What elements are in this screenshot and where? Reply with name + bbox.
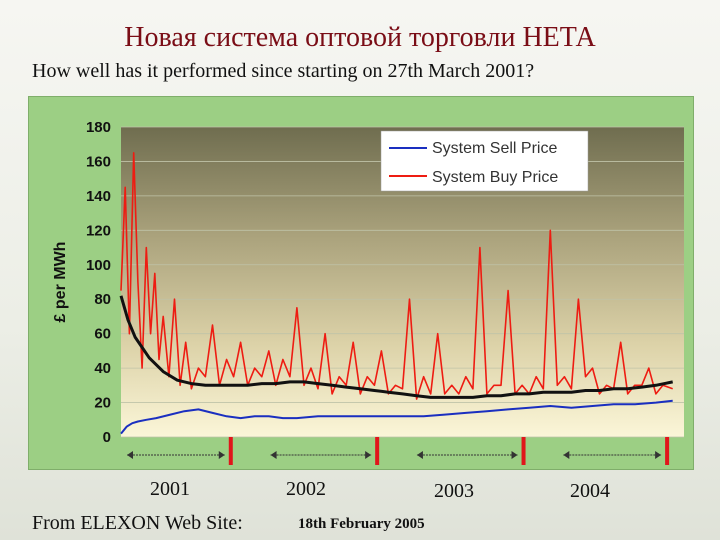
year-markers [127, 437, 670, 465]
slide-title: Новая система оптовой торговли НЕТА [124, 22, 596, 53]
arrowhead [563, 451, 570, 459]
arrowhead [270, 451, 277, 459]
arrowhead [365, 451, 372, 459]
y-tick-label: 0 [103, 429, 111, 446]
y-tick-label: 20 [94, 395, 111, 412]
arrowhead [218, 451, 225, 459]
legend-label-sell: System Sell Price [432, 140, 557, 157]
footer-date: 18th February 2005 [298, 516, 425, 532]
footer-source: From ELEXON Web Site: [32, 512, 243, 534]
series-line-system-buy-price [120, 152, 673, 400]
year-label-2001: 2001 [150, 478, 190, 500]
arrowhead [655, 451, 662, 459]
year-boundary-marker [375, 437, 380, 465]
y-tick-label: 60 [94, 326, 111, 343]
y-tick-label: 120 [86, 222, 111, 239]
y-tick-label: 100 [86, 257, 111, 274]
year-label-2003: 2003 [434, 480, 474, 502]
slide-subtitle: How well has it performed since starting… [32, 60, 535, 82]
arrowhead [511, 451, 518, 459]
y-tick-label: 40 [94, 360, 111, 377]
y-tick-label: 140 [86, 188, 111, 205]
year-boundary-marker [521, 437, 526, 465]
legend-label-buy: System Buy Price [432, 169, 558, 186]
y-tick-label: 80 [94, 291, 111, 308]
arrowhead [416, 451, 423, 459]
year-boundary-marker [228, 437, 233, 465]
legend: System Sell Price System Buy Price [380, 130, 589, 192]
year-label-2002: 2002 [286, 478, 326, 500]
arrowhead [127, 451, 133, 459]
series-line-trend [119, 295, 673, 399]
year-label-2004: 2004 [570, 480, 610, 502]
y-tick-label: 160 [86, 153, 111, 170]
year-boundary-marker [665, 437, 670, 465]
y-tick-labels: 0 20 40 60 80 100 120 140 160 180 [86, 119, 111, 446]
series-line-system-sell-price [120, 399, 673, 435]
legend-box [380, 130, 589, 192]
y-tick-label: 180 [86, 119, 111, 136]
gridlines [121, 126, 684, 438]
price-chart: 0 20 40 60 80 100 120 140 160 180 £ per MWh Syste… [52, 119, 684, 465]
series-lines [119, 152, 673, 435]
chart-frame: 0 20 40 60 80 100 120 140 160 180 £ per MWh Syste… [28, 96, 694, 470]
y-axis-label: £ per MWh [52, 242, 69, 323]
